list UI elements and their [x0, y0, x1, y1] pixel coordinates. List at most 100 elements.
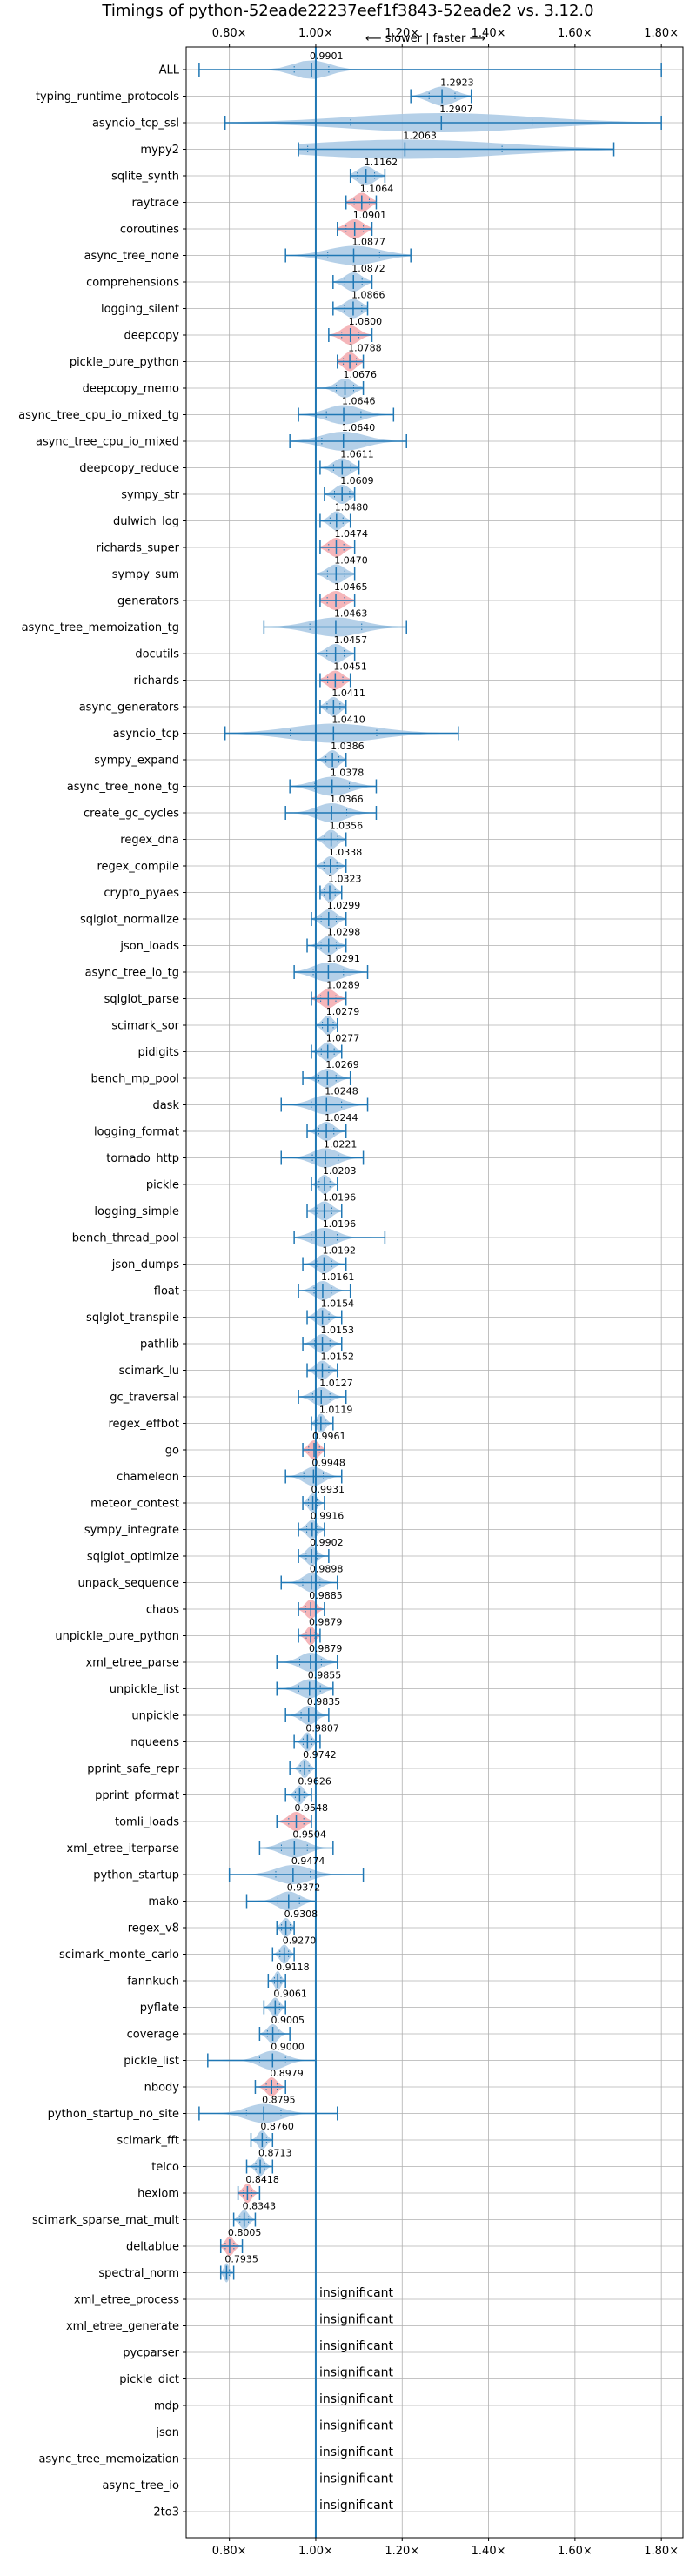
- benchmark-label: xml_etree_process: [74, 2294, 179, 2307]
- benchmark-label: python_startup_no_site: [48, 2108, 179, 2121]
- benchmark-label: hexiom: [137, 2188, 179, 2201]
- benchmark-label: pickle_pure_python: [70, 356, 179, 369]
- value-label: 1.0323: [328, 874, 362, 885]
- benchmark-label: sympy_str: [121, 489, 179, 502]
- value-label: 1.0152: [321, 1352, 355, 1363]
- benchmark-label: pickle_dict: [119, 2373, 179, 2386]
- benchmark-label: async_tree_none_tg: [67, 781, 179, 794]
- benchmark-label: regex_dna: [120, 834, 179, 847]
- benchmark-label: pprint_safe_repr: [87, 1763, 179, 1776]
- benchmark-label: bench_thread_pool: [72, 1232, 179, 1245]
- value-label: 1.0386: [331, 741, 365, 752]
- benchmark-label: async_tree_memoization_tg: [22, 621, 179, 634]
- value-label: 0.9742: [303, 1749, 337, 1761]
- benchmark-label: docutils: [135, 648, 179, 661]
- benchmark-label: tornado_http: [106, 1152, 179, 1165]
- benchmark-label: python_startup: [93, 1869, 179, 1882]
- benchmark-label: chameleon: [117, 1471, 179, 1484]
- benchmark-label: scimark_monte_carlo: [59, 1949, 179, 1962]
- value-label: 1.0221: [324, 1139, 358, 1150]
- benchmark-label: go: [165, 1445, 179, 1458]
- benchmark-label: float: [154, 1285, 179, 1298]
- value-label: 1.0196: [323, 1192, 357, 1204]
- benchmark-label: sympy_sum: [112, 568, 179, 581]
- benchmark-label: async_tree_none: [84, 250, 179, 263]
- benchmark-label: coverage: [127, 2029, 179, 2042]
- value-label: 1.0609: [340, 475, 374, 486]
- value-label: 0.9005: [271, 2015, 305, 2026]
- benchmark-label: deepcopy_memo: [83, 383, 179, 396]
- value-label: 1.0192: [322, 1245, 356, 1257]
- x-tick-label-top: 1.00×: [298, 27, 333, 40]
- value-label: 0.9898: [310, 1564, 344, 1575]
- benchmark-label: sqlglot_parse: [104, 993, 179, 1006]
- benchmark-label: pprint_pformat: [95, 1789, 179, 1802]
- x-tick-label-top: 1.80×: [644, 27, 679, 40]
- benchmark-label: create_gc_cycles: [84, 808, 179, 821]
- benchmark-label: unpickle_pure_python: [55, 1630, 179, 1643]
- benchmark-label: pickle_list: [124, 2055, 179, 2068]
- value-label: 1.0866: [351, 290, 385, 301]
- value-label: 0.9372: [287, 1882, 321, 1894]
- benchmark-label: async_tree_cpu_io_mixed_tg: [18, 409, 179, 422]
- value-label: 0.9901: [310, 50, 344, 62]
- benchmark-label: sympy_expand: [94, 755, 179, 768]
- benchmark-label: richards: [134, 674, 180, 688]
- value-label: 1.0378: [331, 768, 365, 779]
- value-label: 1.0872: [351, 263, 385, 274]
- labels: ALL 0.9901 typing_runtime_protocols 1.2923 a…: [18, 50, 473, 2519]
- benchmark-label: pycparser: [123, 2347, 179, 2360]
- benchmark-label: deepcopy: [124, 330, 179, 343]
- x-tick-label-top: 0.80×: [212, 27, 247, 40]
- insignificant-label: insignificant: [319, 2366, 394, 2380]
- benchmark-label: tomli_loads: [115, 1816, 179, 1829]
- insignificant-label: insignificant: [319, 2313, 394, 2327]
- x-tick-label-top: 1.20×: [385, 27, 419, 40]
- value-label: 0.9879: [309, 1643, 343, 1654]
- value-label: 0.9504: [292, 1829, 326, 1841]
- benchmark-label: dask: [152, 1099, 179, 1112]
- value-label: 0.8343: [243, 2201, 277, 2212]
- value-label: 1.0480: [335, 502, 369, 513]
- value-label: 0.8713: [258, 2148, 292, 2159]
- benchmark-label: async_tree_memoization: [38, 2453, 179, 2466]
- benchmark-label: telco: [151, 2161, 179, 2174]
- value-label: 1.0901: [353, 210, 387, 221]
- value-label: 0.7935: [224, 2254, 258, 2265]
- x-tick-label-bottom: 1.80×: [644, 2545, 679, 2558]
- value-label: 0.9000: [271, 2042, 304, 2053]
- benchmark-label: xml_etree_generate: [66, 2320, 179, 2333]
- value-label: 1.2063: [403, 131, 437, 142]
- value-label: 1.0196: [323, 1218, 357, 1230]
- value-label: 0.8005: [228, 2227, 262, 2238]
- value-label: 1.0676: [344, 369, 378, 380]
- value-label: 0.9931: [311, 1484, 345, 1495]
- benchmark-label: logging_silent: [101, 303, 179, 316]
- x-tick-label-bottom: 1.40×: [472, 2545, 506, 2558]
- benchmark-label: comprehensions: [86, 277, 179, 290]
- value-label: 1.0465: [334, 581, 368, 593]
- value-label: 1.0788: [348, 343, 382, 354]
- value-label: 0.8795: [262, 2095, 296, 2106]
- benchmark-label: asyncio_tcp: [113, 728, 179, 741]
- value-label: 1.0451: [333, 661, 367, 673]
- benchmark-label: dulwich_log: [113, 515, 179, 528]
- benchmark-label: async_tree_io_tg: [85, 967, 179, 980]
- value-label: 1.0153: [321, 1325, 355, 1336]
- value-label: 1.0646: [342, 396, 376, 407]
- value-label: 0.9626: [298, 1776, 331, 1788]
- value-label: 0.9879: [309, 1617, 343, 1628]
- value-label: 1.2907: [439, 104, 473, 115]
- benchmark-label: richards_super: [96, 542, 179, 555]
- benchmark-label: json: [155, 2426, 179, 2439]
- value-label: 0.9855: [308, 1670, 342, 1681]
- value-label: 0.9548: [295, 1802, 329, 1814]
- value-label: 0.8418: [245, 2174, 279, 2185]
- benchmark-label: deltablue: [126, 2241, 179, 2254]
- benchmark-label: generators: [117, 595, 179, 608]
- benchmark-label: 2to3: [153, 2506, 179, 2519]
- value-label: 0.9308: [284, 1909, 318, 1920]
- value-label: 1.0279: [326, 1006, 360, 1017]
- value-label: 0.9885: [309, 1590, 343, 1601]
